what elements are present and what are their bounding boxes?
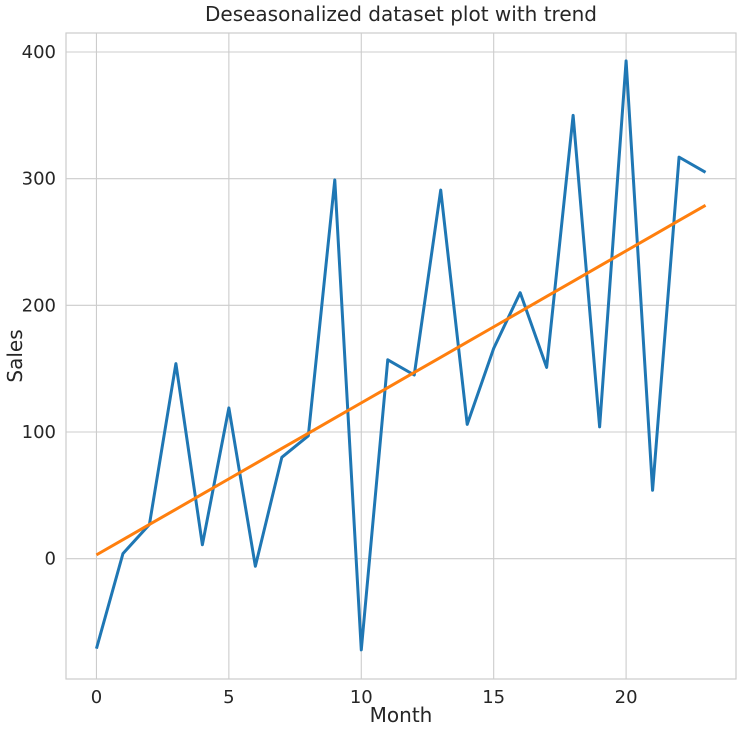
x-axis-label: Month bbox=[370, 703, 433, 727]
chart-title: Deseasonalized dataset plot with trend bbox=[205, 2, 597, 26]
y-tick-label: 200 bbox=[22, 295, 56, 316]
y-tick-label: 300 bbox=[22, 169, 56, 190]
y-tick-label: 100 bbox=[22, 422, 56, 443]
y-tick-label: 400 bbox=[22, 42, 56, 63]
grid bbox=[66, 33, 736, 679]
series-layer bbox=[95, 59, 707, 652]
x-tick-label: 5 bbox=[223, 687, 234, 708]
x-tick-label: 10 bbox=[350, 687, 373, 708]
plot-area bbox=[65, 32, 737, 680]
series-line-sales bbox=[95, 59, 707, 652]
series-line-trend bbox=[95, 203, 707, 557]
y-tick-label: 0 bbox=[45, 549, 56, 570]
x-tick-label: 0 bbox=[91, 687, 102, 708]
x-tick-label: 15 bbox=[482, 687, 505, 708]
x-tick-label: 20 bbox=[615, 687, 638, 708]
y-axis-label: Sales bbox=[3, 329, 27, 382]
